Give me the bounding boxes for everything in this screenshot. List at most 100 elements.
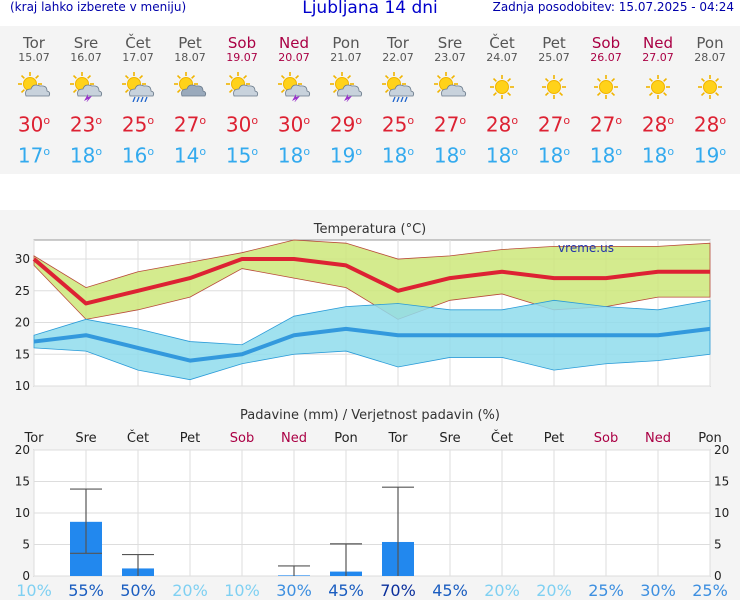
- precipitation-tick-label-left: 20: [15, 443, 30, 457]
- forecast-max-temp: 30o: [17, 112, 51, 137]
- degree-sign: o: [511, 144, 519, 158]
- precipitation-probability: 70%: [380, 581, 416, 600]
- forecast-day: Sob 19.07 30o 15o: [216, 26, 268, 169]
- storm-icon: [276, 72, 312, 103]
- forecast-day: Tor 15.07 30o 17o: [8, 26, 60, 169]
- forecast-day: Tor 22.07 25o 18o: [372, 26, 424, 169]
- precipitation-probability: 10%: [16, 581, 52, 600]
- forecast-min-temp: 18o: [537, 143, 571, 168]
- degree-sign: o: [407, 114, 415, 127]
- sun-icon: [640, 72, 676, 102]
- precipitation-day-label: Tor: [387, 431, 408, 446]
- precipitation-probability: 25%: [588, 581, 624, 600]
- forecast-day: Pet 18.07 27o 14o: [164, 26, 216, 169]
- precipitation-day-label: Sre: [75, 431, 96, 446]
- forecast-day-name: Sob: [227, 34, 257, 52]
- precipitation-probability: 30%: [640, 581, 676, 600]
- forecast-max-temp: 25o: [381, 112, 415, 137]
- precipitation-probability: 25%: [692, 581, 728, 600]
- forecast-min-temp: 18o: [381, 143, 415, 168]
- forecast-max-temp: 28o: [485, 112, 519, 137]
- degree-sign: o: [303, 114, 311, 127]
- degree-sign: o: [563, 114, 571, 127]
- forecast-day-name: Ned: [643, 34, 673, 52]
- degree-sign: o: [251, 114, 259, 127]
- degree-sign: o: [95, 114, 103, 127]
- forecast-day-name: Pon: [332, 34, 360, 52]
- forecast-date: 19.07: [226, 51, 258, 64]
- degree-sign: o: [355, 144, 363, 158]
- degree-sign: o: [511, 114, 519, 127]
- forecast-day: Sob 26.07 27o 18o: [580, 26, 632, 169]
- forecast-max-temp: 25o: [121, 112, 155, 137]
- forecast-day-name: Tor: [387, 34, 409, 52]
- degree-sign: o: [407, 144, 415, 158]
- temperature-tick-label: 25: [15, 284, 30, 298]
- temperature-tick-label: 20: [15, 316, 30, 330]
- forecast-date: 21.07: [330, 51, 362, 64]
- precipitation-tick-label-left: 15: [15, 475, 30, 489]
- forecast-min-temp: 19o: [693, 143, 727, 168]
- charts-area: 10 15 20 25 30 Temperatura (°C) vreme.us Padavi…: [0, 210, 740, 600]
- cloudy-sun-icon: [172, 72, 208, 102]
- degree-sign: o: [199, 144, 207, 158]
- storm-icon: [68, 72, 104, 103]
- precipitation-tick-label-right: 5: [714, 538, 722, 552]
- forecast-max-temp: 30o: [225, 112, 259, 137]
- precipitation-day-label: Pet: [544, 431, 564, 446]
- precipitation-probability: 50%: [120, 581, 156, 600]
- forecast-min-temp: 18o: [277, 143, 311, 168]
- forecast-min-temp: 14o: [173, 143, 207, 168]
- forecast-min-temp: 15o: [225, 143, 259, 168]
- forecast-day-name: Sre: [73, 34, 99, 52]
- sun-rain-icon: [380, 72, 416, 103]
- sun-rain-icon: [120, 72, 156, 103]
- max-temperature-line: [32, 257, 710, 306]
- precipitation-tick-label-left: 10: [15, 506, 30, 520]
- precipitation-chart-title: Padavine (mm) / Verjetnost padavin (%): [240, 408, 500, 423]
- forecast-day: Sre 23.07 27o 18o: [424, 26, 476, 169]
- temperature-tick-label: 10: [15, 379, 30, 393]
- precipitation-day-label: Sre: [439, 431, 460, 446]
- forecast-day: Sre 16.07 23o 18o: [60, 26, 112, 169]
- forecast-date: 23.07: [434, 51, 466, 64]
- forecast-min-temp: 18o: [641, 143, 675, 168]
- forecast-min-temp: 18o: [433, 143, 467, 168]
- forecast-day-name: Sre: [437, 34, 463, 52]
- precipitation-probability: 45%: [432, 581, 468, 600]
- forecast-max-temp: 27o: [173, 112, 207, 137]
- forecast-date: 17.07: [122, 51, 154, 64]
- partly-cloudy-icon: [224, 72, 260, 102]
- page-title: Ljubljana 14 dni: [302, 0, 438, 18]
- degree-sign: o: [355, 114, 363, 127]
- degree-sign: o: [719, 114, 727, 127]
- precipitation-probability: 45%: [328, 581, 364, 600]
- degree-sign: o: [667, 144, 675, 158]
- forecast-min-temp: 18o: [589, 143, 623, 168]
- location-hint: (kraj lahko izberete v meniju): [10, 0, 187, 14]
- precipitation-day-label: Čet: [491, 430, 513, 446]
- precipitation-probability: 20%: [172, 581, 208, 600]
- forecast-day-name: Pet: [178, 34, 202, 52]
- forecast-date: 22.07: [382, 51, 414, 64]
- precipitation-tick-label-left: 0: [22, 569, 30, 583]
- forecast-max-temp: 27o: [537, 112, 571, 137]
- precipitation-probability: 20%: [536, 581, 572, 600]
- forecast-min-temp: 18o: [485, 143, 519, 168]
- degree-sign: o: [199, 114, 207, 127]
- precipitation-probability: 30%: [276, 581, 312, 600]
- forecast-day: Pon 28.07 28o 19o: [684, 26, 736, 169]
- degree-sign: o: [615, 144, 623, 158]
- degree-sign: o: [43, 114, 51, 127]
- forecast-day-name: Ned: [279, 34, 309, 52]
- forecast-max-temp: 28o: [693, 112, 727, 137]
- forecast-max-temp: 23o: [69, 112, 103, 137]
- forecast-min-temp: 16o: [121, 143, 155, 168]
- precipitation-tick-label-right: 10: [714, 506, 729, 520]
- precipitation-day-label: Pon: [698, 431, 722, 446]
- forecast-min-temp: 19o: [329, 143, 363, 168]
- forecast-date: 18.07: [174, 51, 206, 64]
- forecast-min-temp: 18o: [69, 143, 103, 168]
- sun-icon: [692, 72, 728, 102]
- precipitation-day-label: Pon: [334, 431, 358, 446]
